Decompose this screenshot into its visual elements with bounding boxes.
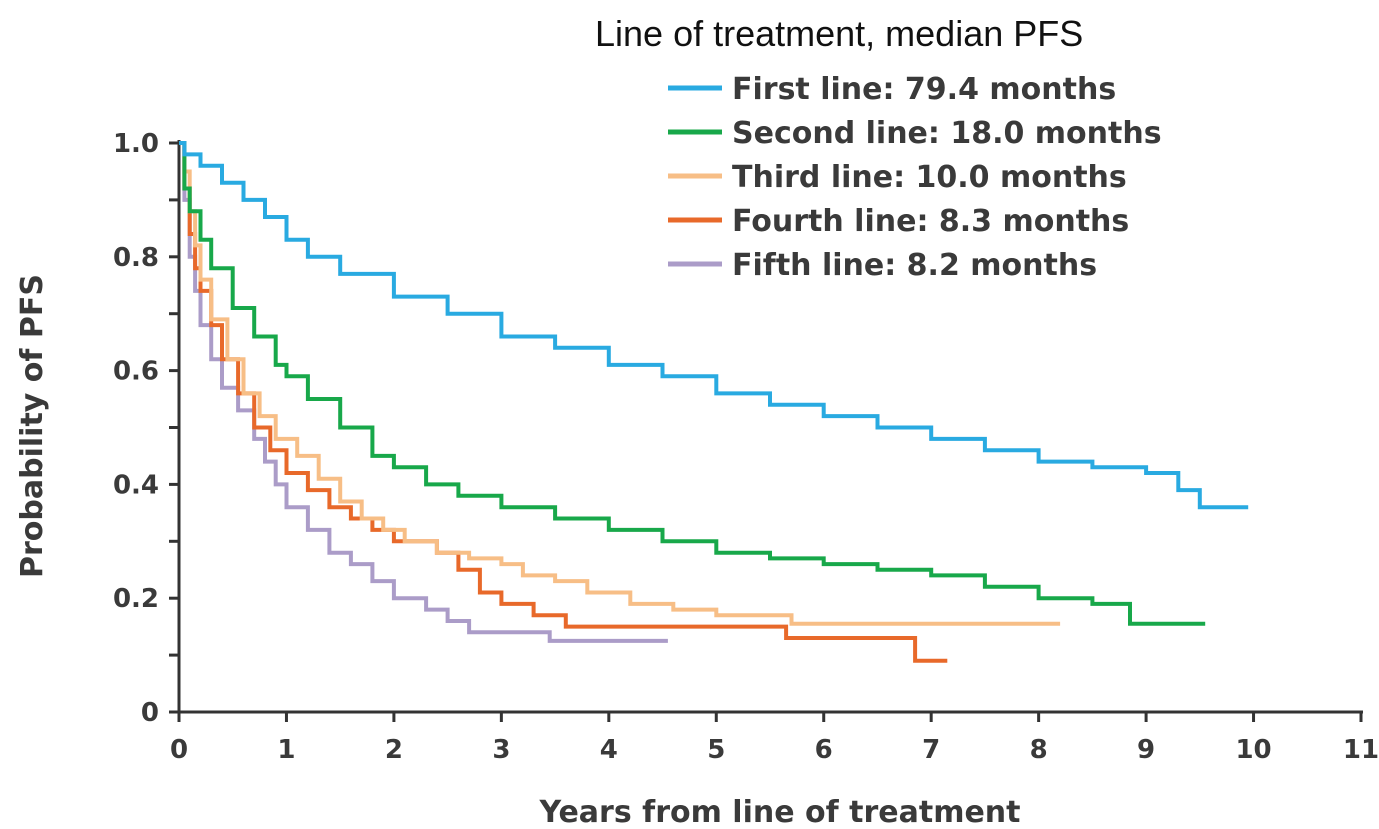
x-tick-label: 0 [170,735,188,765]
y-axis-title: Probability of PFS [15,274,50,578]
x-tick-label: 2 [385,735,403,765]
y-tick-label: 0 [141,698,159,728]
y-tick-label: 0.6 [113,357,159,387]
legend-label: Second line: 18.0 months [732,116,1162,151]
x-tick-label: 5 [707,735,725,765]
x-tick-label: 8 [1030,735,1048,765]
x-tick-label: 9 [1137,735,1155,765]
legend-title: Line of treatment, median PFS [595,13,1083,54]
x-tick-label: 3 [492,735,510,765]
legend: Line of treatment, median PFS First line… [595,13,1162,283]
y-tick-label: 0.2 [113,584,159,614]
y-tick-label: 0.8 [113,243,159,273]
legend-label: Fifth line: 8.2 months [732,248,1097,283]
x-tick-label: 11 [1343,735,1379,765]
x-tick-label: 7 [922,735,940,765]
x-tick-label: 1 [277,735,295,765]
x-tick-label: 4 [600,735,618,765]
legend-label: Third line: 10.0 months [732,160,1127,195]
x-tick-label: 6 [815,735,833,765]
legend-items: First line: 79.4 months Second line: 18.0… [668,72,1162,283]
y-tick-label: 1.0 [113,129,159,159]
series-line-1 [179,143,1248,507]
legend-label: Fourth line: 8.3 months [732,204,1129,239]
x-axis-title: Years from line of treatment [538,795,1020,829]
x-tick-label: 10 [1235,735,1271,765]
y-tick-label: 0.4 [113,470,159,500]
legend-label: First line: 79.4 months [732,72,1116,107]
